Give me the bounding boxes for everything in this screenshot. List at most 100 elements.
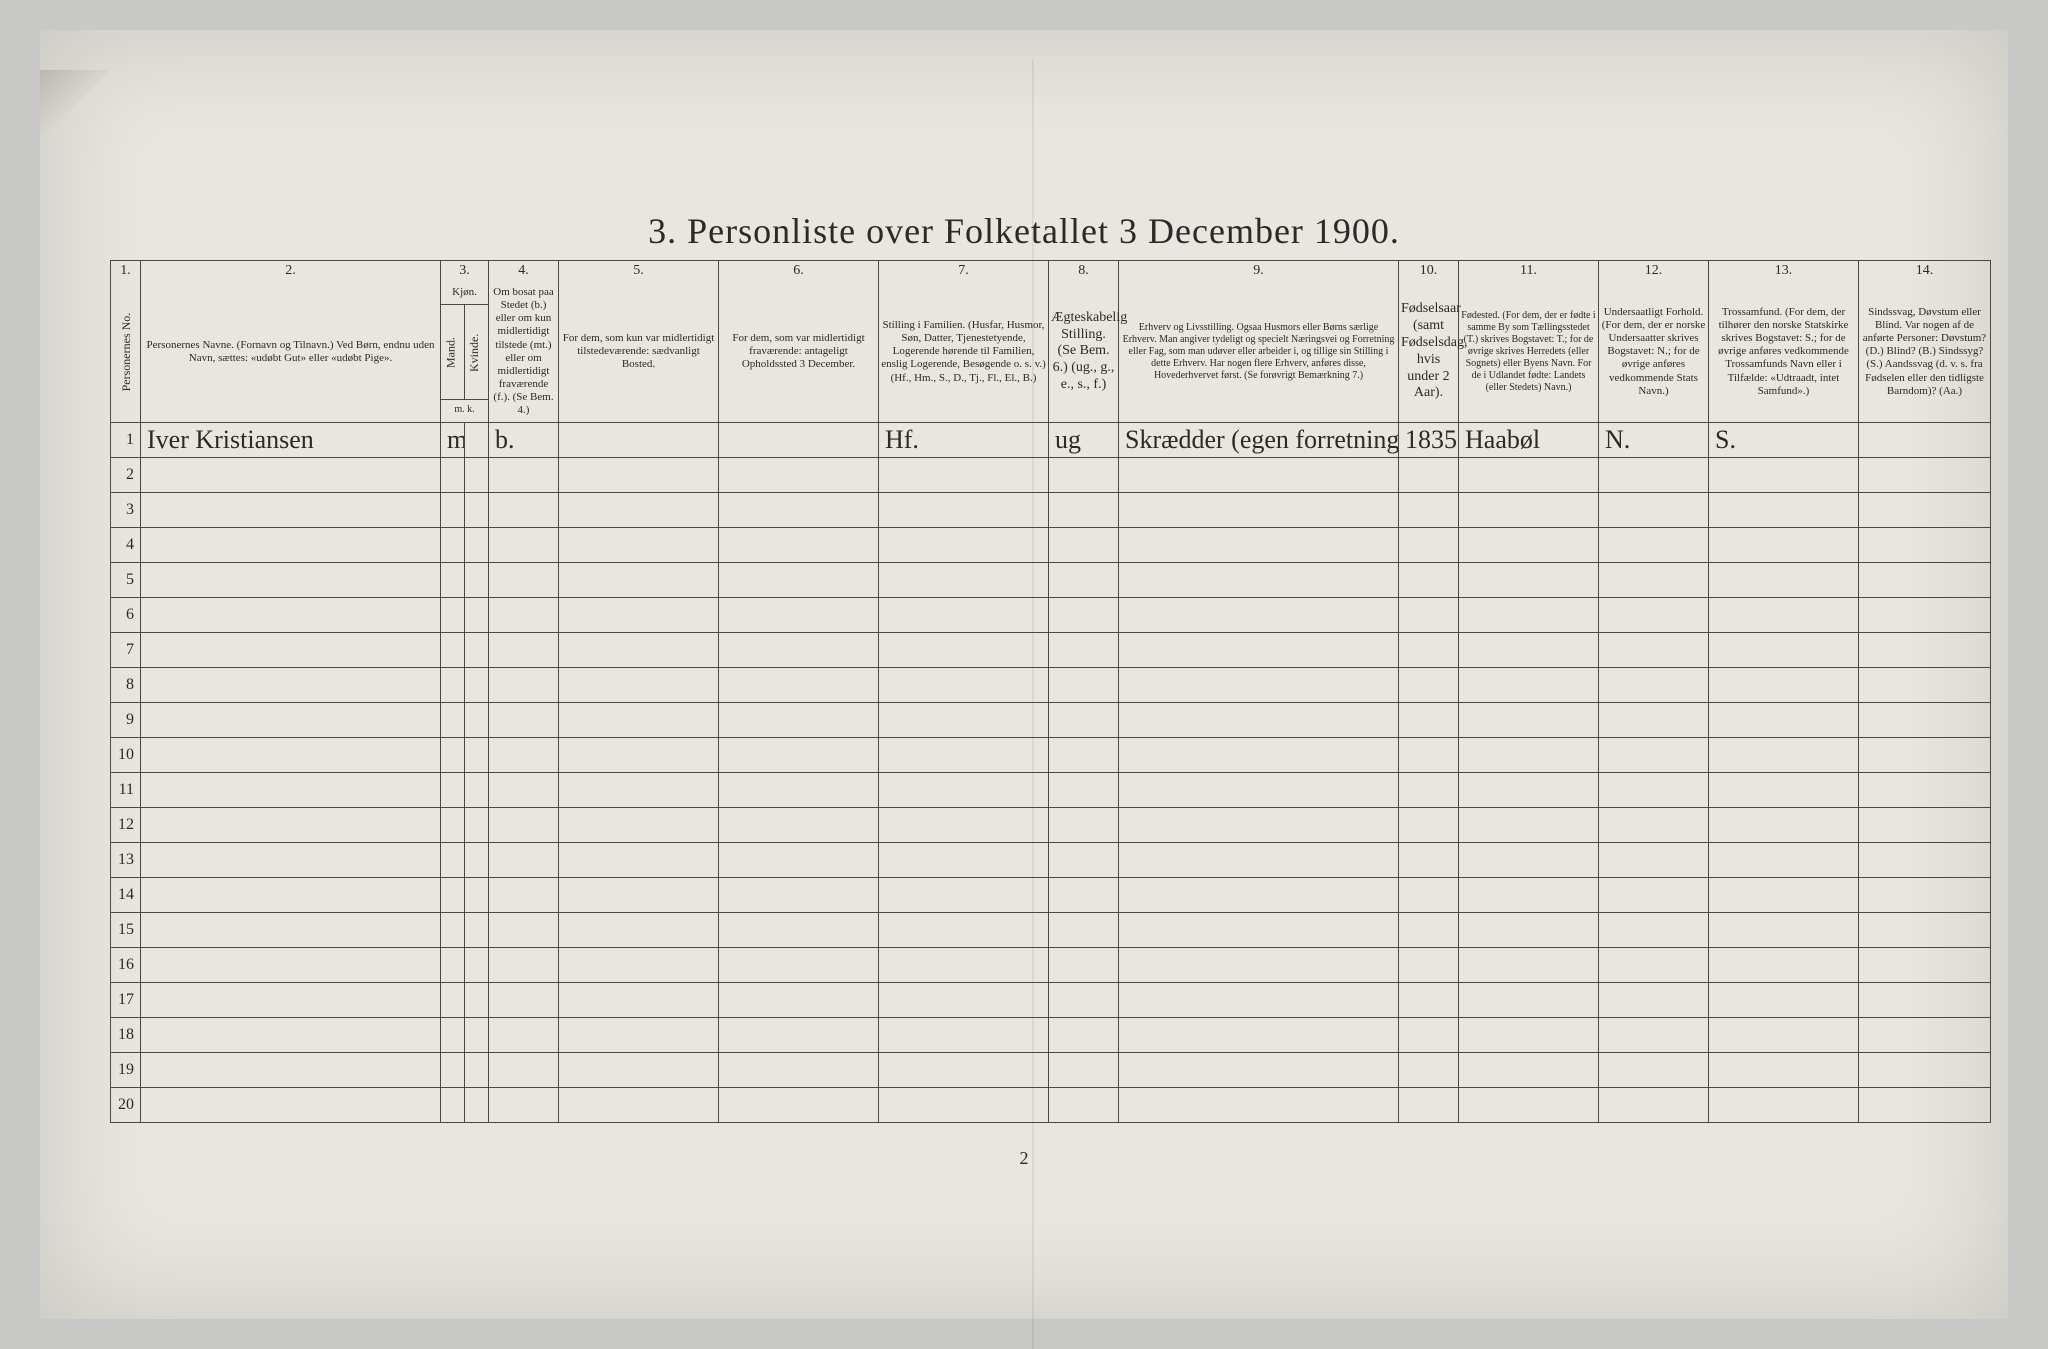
column-number: 4. — [489, 261, 559, 282]
cell-name — [141, 877, 441, 912]
cell-egteskab — [1049, 562, 1119, 597]
column-header: Trossamfund. (For dem, der tilhører den … — [1709, 282, 1859, 422]
row-number: 12 — [111, 807, 141, 842]
cell-fodselsaar — [1399, 492, 1459, 527]
row-number: 11 — [111, 772, 141, 807]
table-row: 10 — [111, 737, 1991, 772]
cell-fravaer — [719, 527, 879, 562]
cell-mand — [441, 947, 465, 982]
cell-undersaat — [1599, 597, 1709, 632]
cell-familiestilling — [879, 947, 1049, 982]
cell-fodested — [1459, 632, 1599, 667]
cell-kvinde — [465, 982, 489, 1017]
cell-erhverv — [1119, 1052, 1399, 1087]
cell-fodested — [1459, 772, 1599, 807]
cell-egteskab — [1049, 1017, 1119, 1052]
cell-sinds — [1859, 562, 1991, 597]
cell-name — [141, 737, 441, 772]
cell-fodested — [1459, 597, 1599, 632]
column-number: 14. — [1859, 261, 1991, 282]
cell-bosat — [489, 562, 559, 597]
cell-fodselsaar — [1399, 912, 1459, 947]
column-header: Fødested. (For dem, der er fødte i samme… — [1459, 282, 1599, 422]
cell-erhverv — [1119, 947, 1399, 982]
column-number-row: 1.2.3.4.5.6.7.8.9.10.11.12.13.14. — [111, 261, 1991, 282]
cell-egteskab — [1049, 632, 1119, 667]
cell-egteskab — [1049, 527, 1119, 562]
page-number: 2 — [40, 1148, 2008, 1169]
cell-egteskab — [1049, 492, 1119, 527]
cell-sinds — [1859, 422, 1991, 457]
cell-sinds — [1859, 632, 1991, 667]
cell-tilstede — [559, 912, 719, 947]
column-header: Ægteskabelig Stilling. (Se Bem. 6.) (ug.… — [1049, 282, 1119, 422]
cell-erhverv — [1119, 527, 1399, 562]
census-table-body: 1Iver Kristiansenmb.Hf.ugSkrædder (egen … — [111, 422, 1991, 1122]
cell-sinds — [1859, 912, 1991, 947]
cell-bosat — [489, 947, 559, 982]
cell-bosat — [489, 912, 559, 947]
cell-undersaat — [1599, 562, 1709, 597]
table-row: 2 — [111, 457, 1991, 492]
cell-familiestilling — [879, 492, 1049, 527]
cell-kvinde — [465, 947, 489, 982]
cell-name — [141, 492, 441, 527]
cell-fodselsaar: 1835 — [1399, 422, 1459, 457]
column-header: Erhverv og Livsstilling. Ogsaa Husmors e… — [1119, 282, 1399, 422]
row-number: 18 — [111, 1017, 141, 1052]
cell-sinds — [1859, 1087, 1991, 1122]
cell-undersaat — [1599, 702, 1709, 737]
cell-erhverv — [1119, 597, 1399, 632]
cell-tilstede — [559, 597, 719, 632]
cell-undersaat — [1599, 1087, 1709, 1122]
cell-trossamfund — [1709, 562, 1859, 597]
cell-fodested — [1459, 877, 1599, 912]
cell-fodested — [1459, 1087, 1599, 1122]
cell-undersaat — [1599, 737, 1709, 772]
cell-sinds — [1859, 877, 1991, 912]
cell-erhverv — [1119, 842, 1399, 877]
cell-fodested — [1459, 737, 1599, 772]
cell-name — [141, 947, 441, 982]
table-row: 17 — [111, 982, 1991, 1017]
table-row: 1Iver Kristiansenmb.Hf.ugSkrædder (egen … — [111, 422, 1991, 457]
cell-fodested — [1459, 1052, 1599, 1087]
cell-bosat — [489, 702, 559, 737]
cell-fravaer — [719, 597, 879, 632]
cell-familiestilling — [879, 877, 1049, 912]
cell-mand — [441, 562, 465, 597]
page-fold-corner — [40, 70, 110, 140]
cell-kvinde — [465, 737, 489, 772]
cell-erhverv — [1119, 737, 1399, 772]
table-row: 4 — [111, 527, 1991, 562]
cell-name — [141, 527, 441, 562]
cell-fodested — [1459, 527, 1599, 562]
cell-mand — [441, 457, 465, 492]
cell-fodselsaar — [1399, 842, 1459, 877]
table-row: 14 — [111, 877, 1991, 912]
cell-mand — [441, 527, 465, 562]
cell-egteskab — [1049, 982, 1119, 1017]
cell-fravaer — [719, 807, 879, 842]
cell-egteskab — [1049, 1087, 1119, 1122]
cell-bosat — [489, 807, 559, 842]
cell-sinds — [1859, 597, 1991, 632]
table-row: 12 — [111, 807, 1991, 842]
cell-kvinde — [465, 842, 489, 877]
cell-egteskab — [1049, 702, 1119, 737]
row-number: 4 — [111, 527, 141, 562]
cell-kvinde — [465, 772, 489, 807]
cell-mand — [441, 982, 465, 1017]
cell-sinds — [1859, 737, 1991, 772]
cell-tilstede — [559, 457, 719, 492]
cell-sinds — [1859, 457, 1991, 492]
cell-tilstede — [559, 737, 719, 772]
cell-familiestilling — [879, 457, 1049, 492]
cell-tilstede — [559, 842, 719, 877]
cell-trossamfund — [1709, 877, 1859, 912]
cell-erhverv: Skrædder (egen forretning) — [1119, 422, 1399, 457]
cell-sinds — [1859, 807, 1991, 842]
cell-kvinde — [465, 632, 489, 667]
cell-tilstede — [559, 422, 719, 457]
column-number: 10. — [1399, 261, 1459, 282]
